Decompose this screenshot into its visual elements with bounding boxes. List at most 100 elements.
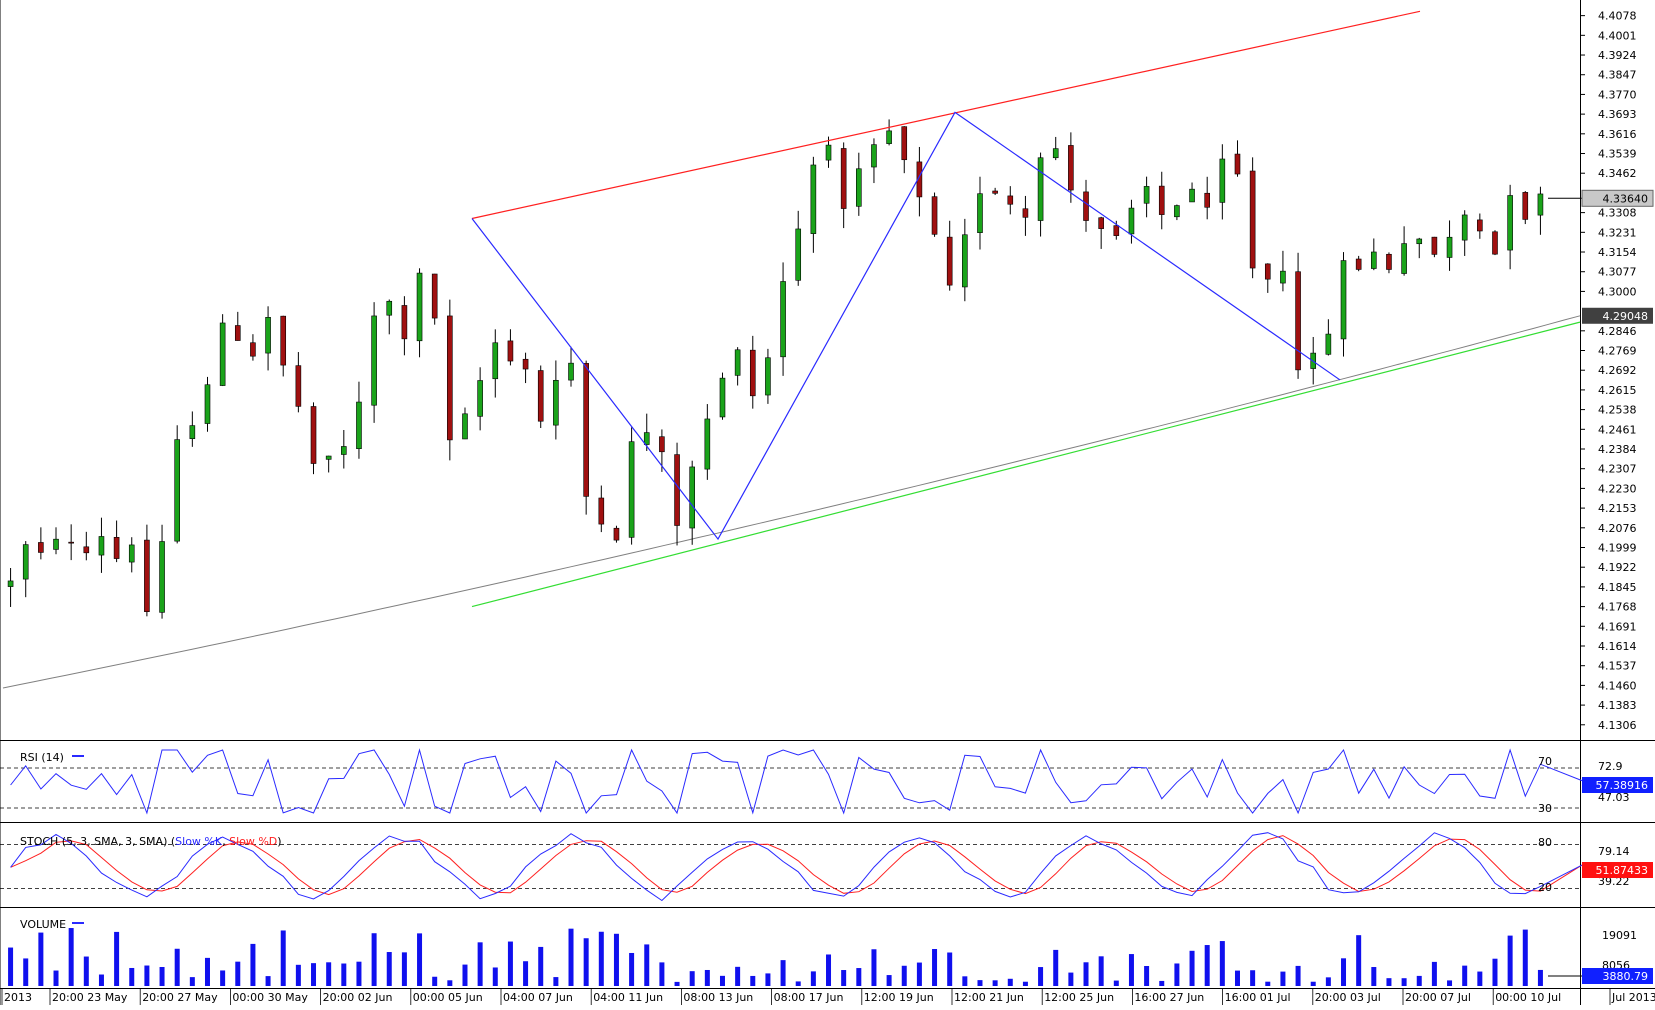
candle-body: [1446, 236, 1453, 258]
price-tick-label: 4.3308: [1598, 207, 1637, 220]
volume-bar: [583, 938, 589, 986]
candle-body: [1386, 253, 1392, 270]
candle-body: [1537, 193, 1544, 216]
price-tick-label: 4.1460: [1598, 679, 1637, 692]
volume-bar: [765, 973, 771, 986]
candle-body: [219, 322, 226, 386]
candle-body: [401, 305, 408, 340]
candle-body: [704, 418, 711, 470]
price-tick-label: 4.3616: [1598, 128, 1637, 141]
stoch-slow-d-line: [10, 835, 1583, 896]
candle-body: [1355, 258, 1362, 270]
volume-bar: [250, 943, 256, 986]
candle-body: [341, 446, 347, 455]
stoch-title: STOCH (5, 3, SMA, 3, SMA) (Slow %K, Slow…: [20, 835, 282, 848]
volume-bar: [901, 965, 907, 986]
volume-bar: [204, 957, 210, 986]
candle-body: [310, 406, 317, 464]
price-tick-label: 4.3154: [1598, 246, 1637, 259]
candle-body: [977, 193, 983, 233]
candle-body: [1325, 333, 1332, 355]
candle-body: [128, 544, 135, 563]
candle-body: [1416, 238, 1423, 245]
stoch-d-legend: Slow %D: [229, 835, 277, 848]
candle-body: [295, 365, 302, 407]
volume-bar: [1280, 971, 1286, 986]
volume-bar: [1083, 962, 1089, 986]
price-tick-label: 4.3231: [1598, 226, 1637, 239]
volume-bar: [1219, 941, 1225, 986]
stoch-scale-low: 39.22: [1598, 875, 1630, 888]
candle-body: [1143, 186, 1150, 204]
volume-bar: [507, 941, 513, 986]
candle-body: [795, 228, 802, 281]
volume-bar: [83, 956, 89, 986]
volume-bar: [417, 933, 423, 986]
candle-body: [1280, 270, 1286, 284]
candle-body: [189, 425, 196, 439]
time-tick-label: 04:00 11 Jun: [593, 991, 663, 1004]
volume-bar: [659, 962, 665, 986]
volume-bar: [795, 981, 801, 986]
volume-bar: [1189, 950, 1195, 986]
candle-body: [1113, 225, 1120, 236]
volume-bar: [1113, 980, 1119, 986]
price-tick-label: 4.2538: [1598, 404, 1637, 417]
candle-body: [749, 349, 756, 397]
volume-bar: [1386, 978, 1392, 986]
rsi-level-70: 70: [1538, 755, 1552, 768]
volume-bar: [265, 976, 271, 986]
candle-body: [553, 379, 559, 426]
candle-body: [1431, 236, 1438, 255]
ma-value-label: 4.29048: [1603, 310, 1649, 323]
candle-body: [1037, 157, 1044, 221]
candle-body: [689, 466, 695, 529]
candle-body: [1340, 260, 1347, 340]
candle-body: [613, 527, 620, 541]
candle-body: [765, 357, 771, 396]
candle-body: [583, 363, 589, 497]
candle-body: [1234, 153, 1241, 175]
stoch-k-legend: Slow %K: [175, 835, 223, 848]
price-tick-label: 4.4078: [1598, 10, 1637, 23]
candle-body: [522, 358, 529, 370]
time-tick-label: Jul 2013: [1611, 991, 1655, 1004]
candle-body: [856, 168, 862, 207]
current-price-label: 4.33640: [1603, 192, 1649, 205]
volume-bar: [1053, 949, 1059, 986]
candle-body: [447, 315, 453, 441]
stoch-level-lines: [0, 844, 1580, 889]
time-tick-label: 12:00 25 Jun: [1044, 991, 1114, 1004]
volume-bar: [1462, 965, 1468, 986]
time-tick-label: 20:00 02 Jun: [323, 991, 393, 1004]
candle-body: [1219, 158, 1226, 203]
candle-body: [113, 537, 120, 559]
volume-bar: [1144, 965, 1150, 986]
volume-bar: [1234, 970, 1240, 986]
candle-body: [416, 272, 423, 342]
price-tick-label: 4.3770: [1598, 88, 1637, 101]
price-tick-label: 4.3693: [1598, 108, 1637, 121]
candle-body: [1098, 217, 1104, 229]
price-tick-label: 4.3924: [1598, 49, 1637, 62]
volume-bar: [750, 975, 756, 986]
candle-body: [68, 541, 74, 544]
candle-body: [1083, 191, 1089, 221]
time-tick-label: 2013: [4, 991, 32, 1004]
volume-bar: [735, 966, 741, 986]
volume-bar: [689, 971, 695, 986]
candle-body: [931, 196, 938, 235]
volume-bar: [932, 949, 938, 986]
candle-body: [174, 439, 180, 542]
volume-bar: [1401, 978, 1407, 986]
volume-bar: [462, 964, 468, 986]
volume-title: VOLUME: [20, 918, 66, 931]
price-tick-label: 4.1922: [1598, 561, 1637, 574]
volume-bar: [326, 962, 332, 986]
volume-bar: [356, 961, 362, 986]
volume-value-box: [1582, 968, 1653, 984]
candle-body: [1492, 231, 1498, 255]
volume-bar: [523, 961, 529, 986]
candle-body: [371, 315, 377, 406]
